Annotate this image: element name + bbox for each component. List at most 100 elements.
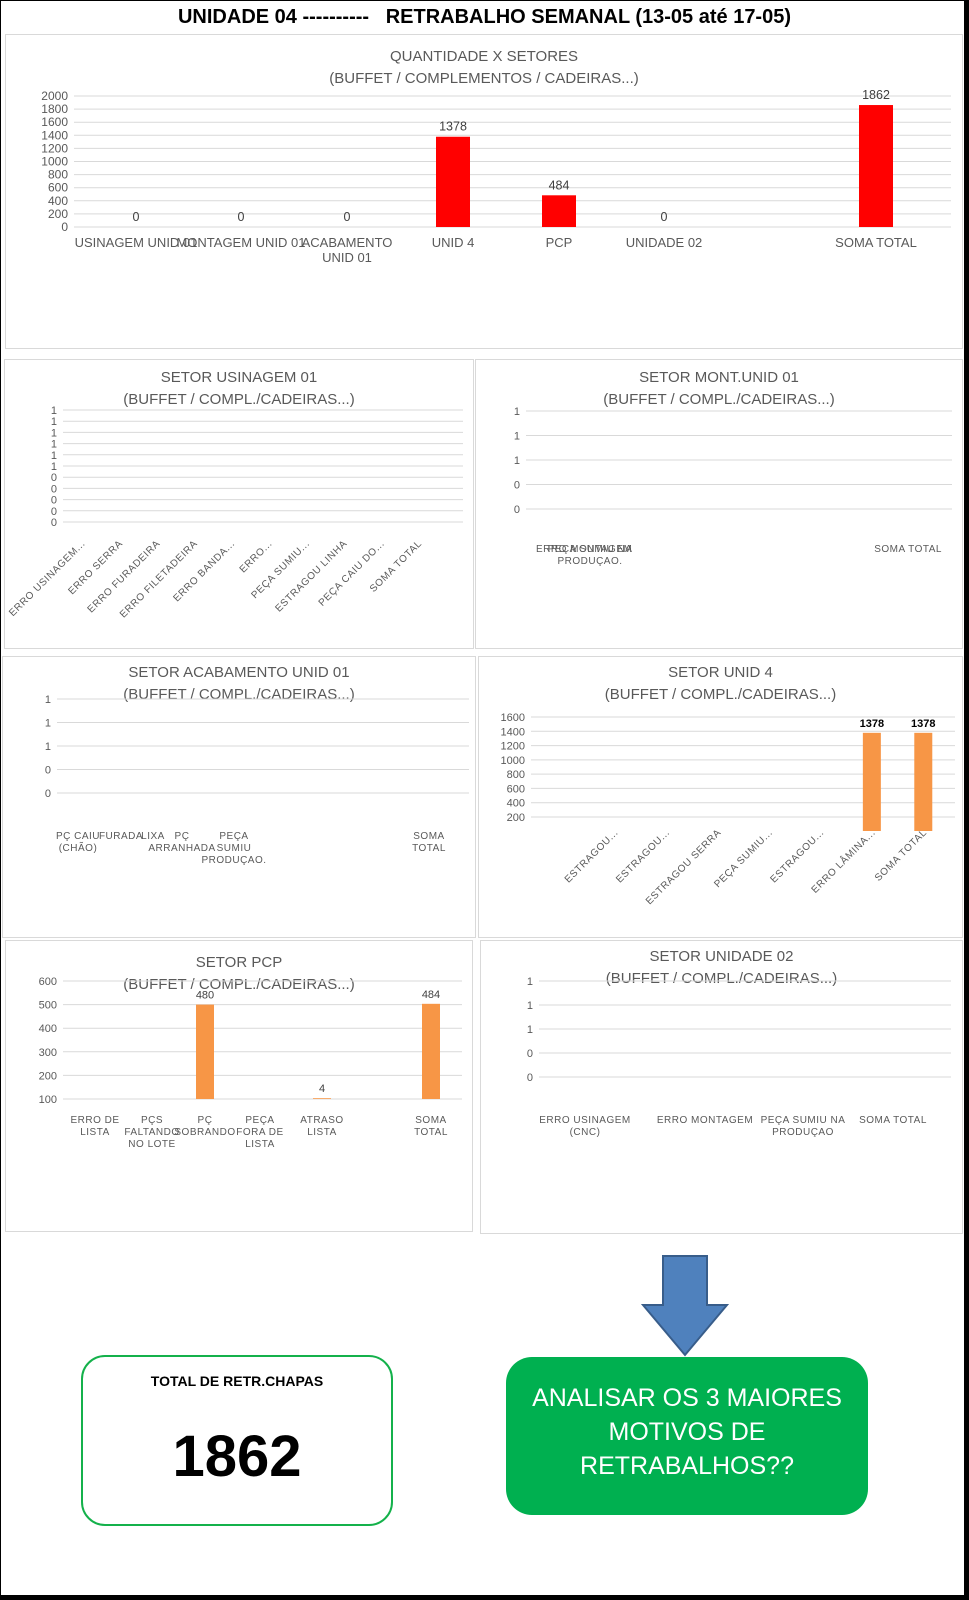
y-tick-label: 1	[45, 718, 51, 730]
y-tick-label: 400	[39, 1023, 57, 1035]
y-tick-label: 600	[39, 976, 57, 988]
x-tick-label: ERRO...	[238, 538, 275, 575]
x-tick-label: ERRO USINAGEM...	[7, 538, 88, 619]
data-label: 1378	[860, 718, 884, 730]
x-tick-label: ERRO FURADEIRA	[86, 538, 163, 615]
x-tick-label: UNID 4	[432, 235, 475, 250]
y-tick-label: 1200	[41, 141, 68, 155]
y-tick-label: 1600	[41, 115, 68, 129]
x-tick-label: PÇ CAIU (CHÃO)	[56, 831, 100, 854]
chart-subtitle: (BUFFET / COMPL./CADEIRAS...)	[603, 391, 835, 408]
y-tick-label: 0	[514, 504, 520, 516]
x-tick-label: PEÇA SUMIU NA PRODUÇAO.	[548, 544, 633, 567]
y-tick-label: 1	[514, 455, 520, 467]
y-tick-label: 0	[527, 1048, 533, 1060]
x-tick-label: PEÇA FORA DE LISTA	[236, 1115, 283, 1150]
chart-title: SETOR PCP	[195, 954, 283, 971]
y-tick-label: 1000	[41, 155, 68, 169]
y-tick-label: 1400	[41, 128, 68, 142]
bar	[313, 1098, 331, 1099]
y-tick-label: 500	[39, 1000, 57, 1012]
x-tick-label: ESTRAGOU...	[769, 827, 827, 885]
chart-panel-unid4: SETOR UNID 4 (BUFFET / COMPL./CADEIRAS..…	[478, 656, 963, 938]
chart-subtitle: (BUFFET / COMPL./CADEIRAS...)	[604, 686, 837, 703]
y-tick-label: 1	[51, 405, 57, 417]
data-label: 484	[422, 989, 440, 1001]
page-title: UNIDADE 04 ---------- RETRABALHO SEMANAL…	[177, 6, 792, 28]
chart-subtitle: (BUFFET / COMPL./CADEIRAS...)	[605, 970, 838, 987]
chart-panel-acabamento: SETOR ACABAMENTO UNID 01 (BUFFET / COMPL…	[2, 656, 476, 938]
y-tick-label: 1	[51, 427, 57, 439]
bar	[422, 1003, 440, 1099]
x-tick-label: PÇ SOBRANDO	[174, 1115, 235, 1138]
x-tick-label: ERRO MONTAGEM	[536, 544, 632, 555]
chart-panel-usinagem: SETOR USINAGEM 01 (BUFFET / COMPL./CADEI…	[4, 359, 474, 649]
bar	[859, 105, 893, 227]
x-tick-label: PEÇA SUMIU NA PRODUÇAO	[761, 1115, 846, 1138]
analysis-callout: ANALISAR OS 3 MAIORES MOTIVOS DE RETRABA…	[506, 1357, 868, 1515]
page-edge-bottom	[0, 1595, 969, 1600]
data-label: 0	[133, 210, 140, 224]
y-tick-label: 100	[39, 1094, 57, 1106]
chart-panel-montagem: SETOR MONT.UNID 01 (BUFFET / COMPL./CADE…	[475, 359, 963, 649]
y-tick-label: 200	[48, 207, 68, 221]
chart-unidade02: 0 0 1 1 1 ERRO USINAGEM (CNC) ERRO MONTAGEM PEÇA…	[527, 976, 951, 1138]
chart-subtitle: (BUFFET / COMPL./CADEIRAS...)	[123, 391, 355, 408]
chart-title: QUANTIDADE X SETORES	[389, 48, 579, 65]
y-tick-label: 1	[514, 406, 520, 418]
y-tick-label: 2000	[41, 89, 68, 103]
y-tick-label: 1600	[501, 712, 525, 724]
y-tick-label: 400	[507, 798, 525, 810]
y-tick-label: 1	[45, 741, 51, 753]
x-tick-label: UNIDADE 02	[626, 235, 703, 250]
x-tick-label: SOMA TOTAL	[874, 544, 942, 555]
y-tick-label: 600	[48, 181, 68, 195]
x-tick-label: PEÇA SUMIU PRODUÇAO.	[201, 831, 266, 866]
bar	[542, 195, 576, 227]
y-tick-label: 1	[527, 976, 533, 988]
bar	[862, 732, 881, 831]
y-tick-label: 300	[39, 1047, 57, 1059]
x-tick-label: PÇ ARRANHADA	[148, 831, 215, 854]
y-tick-label: 0	[51, 472, 57, 484]
x-tick-label: SOMA TOTAL	[414, 1115, 448, 1138]
x-tick-label: SOMA TOTAL	[859, 1115, 927, 1126]
x-tick-label: PÇS FALTANDO NO LOTE	[124, 1115, 179, 1150]
y-tick-label: 0	[51, 483, 57, 495]
chart-panel-quantidade-setores: QUANTIDADE X SETORES (BUFFET / COMPLEMEN…	[5, 34, 963, 349]
x-tick-label: ESTRAGOU...	[614, 827, 672, 885]
y-tick-label: 1	[45, 694, 51, 706]
x-tick-label: SOMA TOTAL	[412, 831, 446, 854]
y-tick-label: 800	[48, 168, 68, 182]
x-tick-label: ERRO USINAGEM (CNC)	[539, 1115, 631, 1138]
bar	[914, 732, 933, 831]
y-tick-label: 0	[514, 480, 520, 492]
y-tick-label: 1400	[501, 726, 525, 738]
y-tick-label: 1	[51, 461, 57, 473]
data-label: 0	[661, 210, 668, 224]
chart-panel-pcp: SETOR PCP (BUFFET / COMPL./CADEIRAS...) …	[5, 940, 473, 1232]
chart-title: SETOR UNID 4	[668, 664, 773, 681]
y-tick-label: 600	[507, 783, 525, 795]
y-tick-label: 0	[527, 1072, 533, 1084]
bar	[196, 1004, 214, 1099]
chart-title: SETOR UNIDADE 02	[649, 948, 794, 965]
chart-panel-unidade02: SETOR UNIDADE 02 (BUFFET / COMPL./CADEIR…	[480, 940, 963, 1234]
data-label: 1378	[911, 718, 935, 730]
data-label: 0	[238, 210, 245, 224]
y-tick-label: 0	[61, 220, 68, 234]
total-label: TOTAL DE RETR.CHAPAS	[150, 1373, 324, 1389]
y-tick-label: 0	[45, 765, 51, 777]
x-tick-label: ERRO MONTAGEM	[657, 1115, 753, 1126]
y-tick-label: 1000	[501, 755, 525, 767]
chart-subtitle: (BUFFET / COMPL./CADEIRAS...)	[123, 976, 355, 993]
x-tick-label: LIXA	[141, 831, 165, 842]
y-tick-label: 1	[51, 450, 57, 462]
y-tick-label: 400	[48, 194, 68, 208]
y-tick-label: 1	[51, 416, 57, 428]
